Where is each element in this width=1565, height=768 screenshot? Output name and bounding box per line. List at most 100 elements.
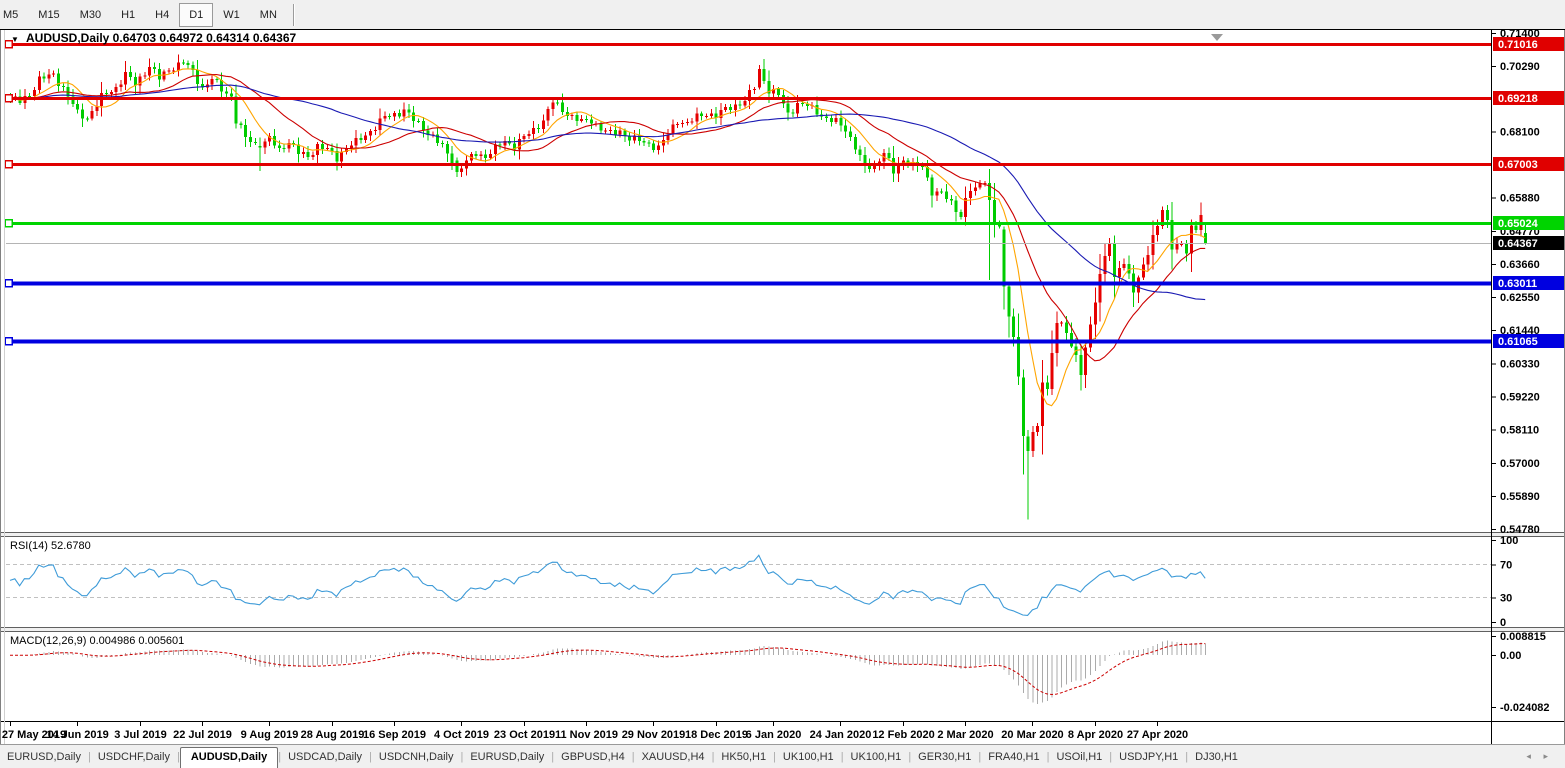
price-tick-label: 0.62550 <box>1500 292 1540 304</box>
date-tick-label: 11 Nov 2019 <box>555 729 618 741</box>
price-badge: 0.63011 <box>1498 278 1537 290</box>
chart-dropdown-icon: ▼ <box>11 35 19 44</box>
chart-tab-xauusd-h4[interactable]: XAUUSD,H4 <box>641 751 705 763</box>
date-tick-label: 4 Oct 2019 <box>434 729 489 741</box>
chart-tab-gbpusd-h4[interactable]: GBPUSD,H4 <box>561 751 625 763</box>
tab-separator: | <box>1046 751 1050 763</box>
level-anchor-square <box>4 218 13 228</box>
date-tick-label: 9 Aug 2019 <box>241 729 299 741</box>
price-tick-label: 0.58110 <box>1500 425 1539 437</box>
date-tick-label: 24 Jan 2020 <box>810 729 872 741</box>
date-tick-label: 29 Nov 2019 <box>622 729 686 741</box>
chart-tab-uk100-h1[interactable]: UK100,H1 <box>850 751 902 763</box>
chart-tab-eurusd-daily[interactable]: EURUSD,Daily <box>7 751 81 763</box>
date-tick-label: 22 Jul 2019 <box>173 729 232 741</box>
chart-tab-usdchf-daily[interactable]: USDCHF,Daily <box>97 751 170 763</box>
tab-separator: | <box>87 751 91 763</box>
rsi-panel: 100 70 30 0 RSI(14) 52.6780 <box>6 535 1518 629</box>
chart-tab-eurusd-daily[interactable]: EURUSD,Daily <box>470 751 545 763</box>
rsi-tick-label: 100 <box>1500 535 1518 547</box>
timeframe-button-h1[interactable]: H1 <box>121 8 136 21</box>
macd-tick-label: 0.008815 <box>1500 631 1546 643</box>
price-tick-label: 0.59220 <box>1500 391 1540 403</box>
date-tick-label: 18 Dec 2019 <box>685 729 748 741</box>
date-tick-label: 23 Oct 2019 <box>494 729 555 741</box>
tab-separator: | <box>908 751 912 763</box>
tab-separator: | <box>631 751 635 763</box>
timeframe-button-m5[interactable]: M5 <box>3 8 19 21</box>
level-anchor-square <box>4 278 13 288</box>
date-tick-label: 14 Jun 2019 <box>46 729 108 741</box>
horizontal-level-lines[interactable] <box>4 39 1491 346</box>
chart-tab-dj30-h1[interactable]: DJ30,H1 <box>1195 751 1238 763</box>
price-tick-label: 0.54780 <box>1500 524 1540 536</box>
tab-separator: | <box>460 751 464 763</box>
price-axis[interactable]: 0.714000.702900.681000.658800.647700.636… <box>1491 30 1564 536</box>
date-tick-label: 8 Apr 2020 <box>1068 729 1123 741</box>
date-tick-label: 20 Mar 2020 <box>1001 729 1063 741</box>
timeframe-button-h4[interactable]: H4 <box>155 8 170 21</box>
chart-tab-usdcad-daily[interactable]: USDCAD,Daily <box>288 751 363 763</box>
tab-scroll-arrows[interactable]: ◂ ▸ <box>1521 751 1565 768</box>
date-tick-label: 2 Mar 2020 <box>937 729 993 741</box>
moving-average-lines <box>9 68 1206 407</box>
chart-tab-usdjpy-h1[interactable]: USDJPY,H1 <box>1119 751 1179 763</box>
date-tick-label: 16 Sep 2019 <box>363 729 426 741</box>
price-tick-label: 0.71400 <box>1500 30 1540 40</box>
tab-separator: | <box>1109 751 1113 763</box>
macd-tick-label: -0.024082 <box>1500 702 1550 714</box>
tab-separator: | <box>176 751 180 763</box>
price-tick-label: 0.70290 <box>1500 61 1540 73</box>
tab-separator: | <box>711 751 715 763</box>
chart-tab-fra40-h1[interactable]: FRA40,H1 <box>988 751 1040 763</box>
chart-tab-uk100-h1[interactable]: UK100,H1 <box>782 751 834 763</box>
tab-scroll-left-icon[interactable]: ◂ <box>1526 751 1531 761</box>
chart-tab-usdcnh-daily[interactable]: USDCNH,Daily <box>378 751 454 763</box>
timeframe-button-mn[interactable]: MN <box>259 8 277 21</box>
rsi-line <box>9 554 1206 616</box>
macd-panel: 0.008815 0.00 -0.024082 MACD(12,26,9) 0.004… <box>10 631 1550 714</box>
timeframe-button-d1[interactable]: D1 <box>179 2 214 27</box>
price-badge: 0.67003 <box>1498 159 1538 171</box>
chart-shift-marker-icon[interactable] <box>1211 34 1223 41</box>
level-anchor-square <box>4 159 13 169</box>
tab-separator: | <box>978 751 982 763</box>
timeframe-button-m30[interactable]: M30 <box>79 8 102 21</box>
rsi-tick-label: 30 <box>1500 592 1512 604</box>
rsi-tick-label: 70 <box>1500 560 1512 572</box>
level-anchor-square <box>4 93 13 103</box>
tab-scroll-right-icon[interactable]: ▸ <box>1543 751 1548 761</box>
tab-separator: | <box>840 751 844 763</box>
macd-signal-line <box>10 643 1206 696</box>
chart-tab-usoil-h1[interactable]: USOil,H1 <box>1056 751 1103 763</box>
toolbar-separator <box>292 3 295 26</box>
panel-borders <box>0 30 1565 744</box>
chart-title: ▼ AUDUSD,Daily 0.64703 0.64972 0.64314 0.… <box>11 31 297 45</box>
price-badge: 0.71016 <box>1498 39 1538 51</box>
tab-separator: | <box>551 751 555 763</box>
macd-tick-label: 0.00 <box>1500 650 1521 662</box>
price-badge: 0.64367 <box>1498 238 1538 250</box>
price-tick-label: 0.65880 <box>1500 193 1540 205</box>
timeframe-button-w1[interactable]: W1 <box>223 8 240 21</box>
price-badge: 0.69218 <box>1498 93 1538 105</box>
chart-tab-hk50-h1[interactable]: HK50,H1 <box>721 751 767 763</box>
chart-tab-ger30-h1[interactable]: GER30,H1 <box>918 751 972 763</box>
symbol-tabbar: EURUSD,Daily | USDCHF,Daily | AUDUSD,Daily | U… <box>0 744 1565 768</box>
tab-separator: | <box>773 751 776 763</box>
timeframe-toolbar: M5 M15 M30 H1 H4 D1 W1 MN <box>0 0 1565 30</box>
date-tick-label: 6 Jan 2020 <box>746 729 802 741</box>
chart-canvas[interactable]: ▼ AUDUSD,Daily 0.64703 0.64972 0.64314 0.… <box>0 30 1565 744</box>
rsi-tick-label: 0 <box>1500 617 1506 629</box>
level-anchor-square <box>4 336 13 346</box>
date-tick-label: 12 Feb 2020 <box>872 729 934 741</box>
price-tick-label: 0.60330 <box>1500 358 1540 370</box>
rsi-header-label: RSI(14) 52.6780 <box>10 540 91 552</box>
price-tick-label: 0.55890 <box>1500 491 1540 503</box>
timeframe-button-m15[interactable]: M15 <box>38 8 60 21</box>
date-tick-label: 3 Jul 2019 <box>114 729 167 741</box>
chart-tab-audusd-daily[interactable]: AUDUSD,Daily <box>179 747 279 768</box>
price-tick-label: 0.63660 <box>1500 259 1540 271</box>
